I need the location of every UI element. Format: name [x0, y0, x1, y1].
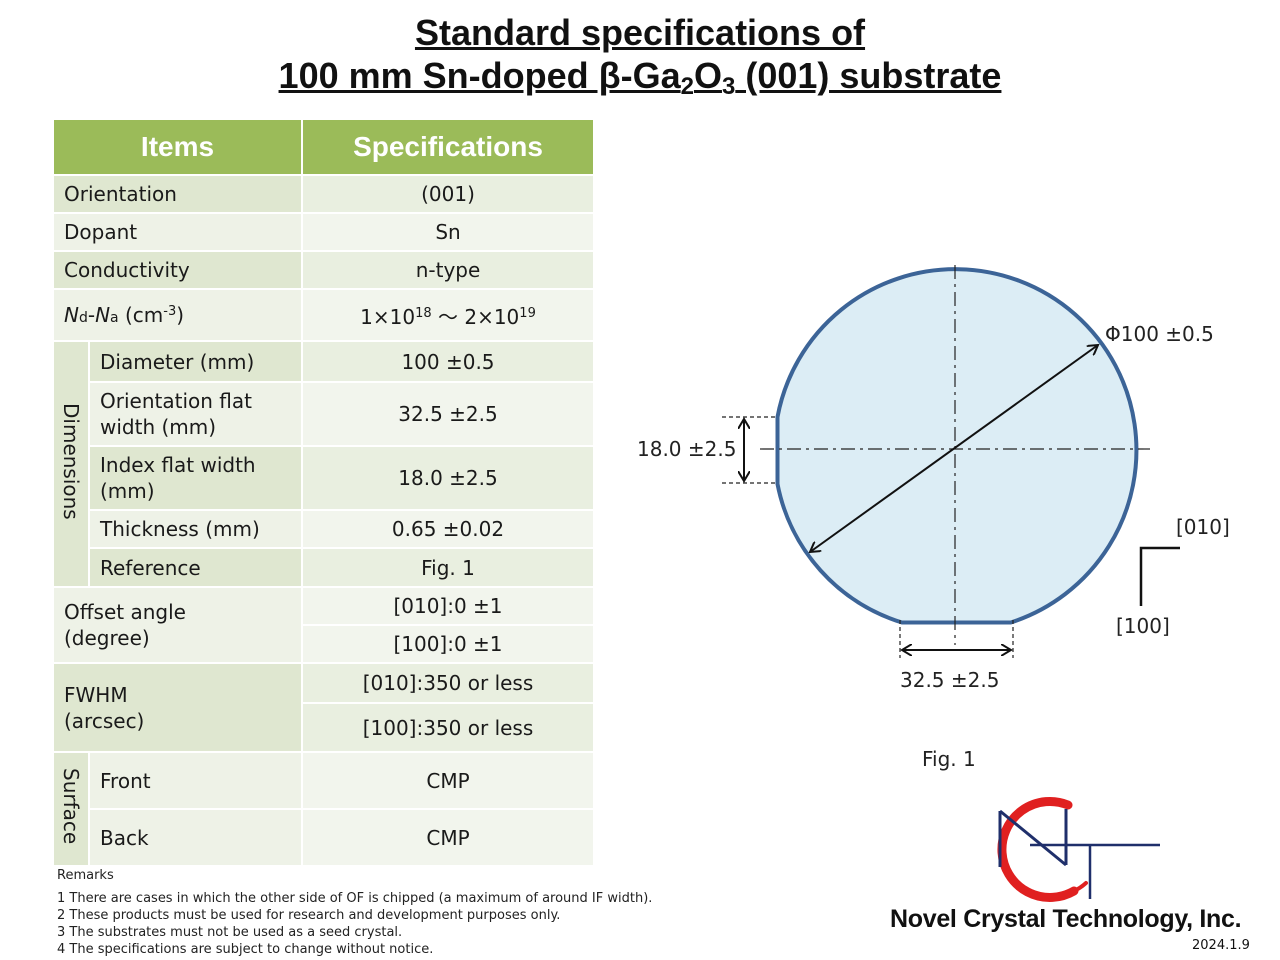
n-symbol: N	[64, 303, 79, 327]
header-specifications: Specifications	[301, 118, 595, 176]
fwhm-label: FWHM (arcsec)	[52, 662, 303, 753]
offset-angle-value-010: [010]:0 ±1	[301, 586, 595, 626]
fwhm-value-100: [100]:350 or less	[301, 702, 595, 753]
front-label: Front	[88, 751, 303, 810]
unit: (cm	[118, 303, 164, 327]
dopant-label: Dopant	[52, 212, 303, 252]
title-subscript: 2	[680, 73, 694, 100]
unit-close: )	[176, 303, 185, 327]
header-items: Items	[52, 118, 303, 176]
fwhm-value-010: [010]:350 or less	[301, 662, 595, 704]
diameter-arrow	[810, 345, 1098, 552]
title-text: 100 mm Sn-doped β-Ga	[278, 55, 681, 96]
company-logo-icon	[997, 796, 1160, 902]
specifications-table: Items Specifications Orientation (001) D…	[52, 118, 595, 867]
orientation-flat-label: Orientation flat width (mm)	[88, 381, 303, 447]
conductivity-label: Conductivity	[52, 250, 303, 290]
front-value: CMP	[301, 751, 595, 810]
diameter-label: Diameter (mm)	[88, 340, 303, 383]
conductivity-value: n-type	[301, 250, 595, 290]
orientation-flat-dimension-label: 32.5 ±2.5	[900, 668, 1000, 692]
label-line: Index flat width	[100, 453, 256, 477]
index-flat-value: 18.0 ±2.5	[301, 445, 595, 511]
axis-010-label: [010]	[1176, 515, 1230, 539]
diameter-value: 100 ±0.5	[301, 340, 595, 383]
remark-4: 4 The specifications are subject to chan…	[57, 942, 434, 957]
dimensions-group-label: Dimensions	[59, 403, 83, 520]
value-part: 1×10	[360, 304, 416, 329]
label-line: (degree)	[64, 626, 150, 650]
title-subscript: 3	[721, 73, 736, 100]
surface-group: Surface	[52, 751, 90, 867]
company-name: Novel Crystal Technology, Inc.	[890, 905, 1242, 933]
offset-angle-value-100: [100]:0 ±1	[301, 624, 595, 664]
label-line: FWHM	[64, 682, 128, 707]
label-line: width (mm)	[100, 415, 217, 439]
axis-100-label: [100]	[1116, 614, 1170, 638]
n-symbol: N	[95, 303, 111, 327]
dash: -	[87, 303, 96, 327]
label-line: (arcsec)	[64, 708, 145, 733]
dimensions-group: Dimensions	[52, 340, 90, 588]
title-text: (001) substrate	[735, 55, 1002, 96]
subscript-a: a	[110, 310, 119, 326]
document-date: 2024.1.9	[1192, 938, 1250, 953]
subscript-d: d	[78, 310, 88, 326]
orientation-label: Orientation	[52, 174, 303, 214]
exponent: 19	[519, 305, 536, 321]
reference-label: Reference	[88, 547, 303, 588]
axis-indicator	[1139, 546, 1180, 606]
remark-1: 1 There are cases in which the other sid…	[57, 891, 653, 906]
value-part: ～ 2×10	[431, 304, 520, 329]
surface-group-label: Surface	[59, 768, 83, 845]
back-value: CMP	[301, 808, 595, 867]
page-title-line2: 100 mm Sn-doped β-Ga2O3 (001) substrate	[0, 55, 1280, 108]
label-line: Orientation flat	[100, 389, 252, 413]
orientation-flat-value: 32.5 ±2.5	[301, 381, 595, 447]
page-title-line1: Standard specifications of	[414, 12, 866, 53]
label-line: Offset angle	[64, 600, 186, 624]
index-flat-dimension-label: 18.0 ±2.5	[637, 437, 737, 461]
index-flat-label: Index flat width (mm)	[88, 445, 303, 511]
orientation-value: (001)	[301, 174, 595, 214]
exponent: 18	[415, 305, 432, 321]
offset-angle-label: Offset angle (degree)	[52, 586, 303, 664]
label-line: (mm)	[100, 479, 155, 503]
carrier-concentration-label: Nd-Na (cm-3)	[52, 288, 303, 342]
remark-2: 2 These products must be used for resear…	[57, 908, 561, 923]
thickness-label: Thickness (mm)	[88, 509, 303, 549]
remark-3: 3 The substrates must not be used as a s…	[57, 925, 403, 940]
unit-exponent: -3	[163, 304, 177, 319]
remarks-heading: Remarks	[57, 868, 114, 883]
wafer-diagram	[722, 265, 1180, 658]
carrier-concentration-value: 1×1018 ～ 2×1019	[301, 288, 595, 342]
figure-caption: Fig. 1	[922, 747, 976, 771]
title-text: O	[693, 55, 722, 96]
thickness-value: 0.65 ±0.02	[301, 509, 595, 549]
diameter-label: Φ100 ±0.5	[1105, 322, 1214, 346]
reference-value: Fig. 1	[301, 547, 595, 588]
dopant-value: Sn	[301, 212, 595, 252]
back-label: Back	[88, 808, 303, 867]
